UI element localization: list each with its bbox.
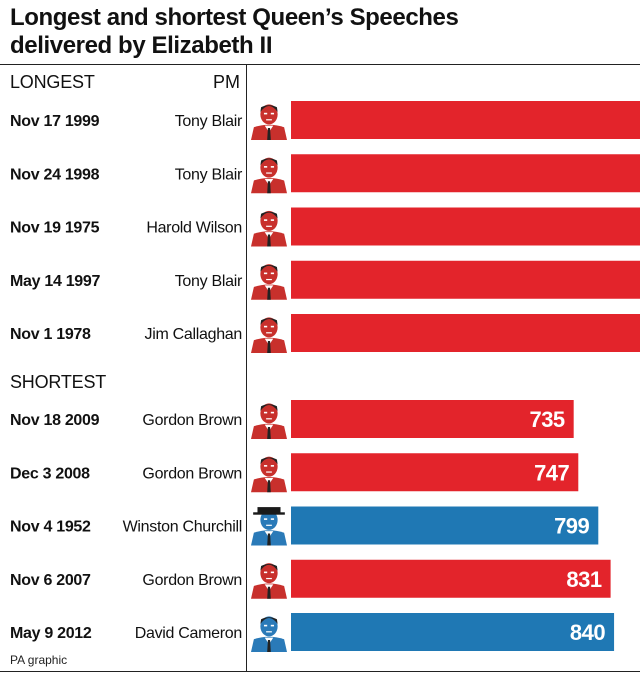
section-label-shortest: SHORTEST bbox=[10, 372, 107, 392]
bar-value-label-8: 831 bbox=[566, 567, 601, 592]
bar-9 bbox=[291, 613, 615, 651]
row-pm-name-6: Gordon Brown bbox=[142, 465, 242, 482]
bottom-divider bbox=[0, 671, 640, 672]
row-pm-name-1: Tony Blair bbox=[175, 166, 243, 183]
bar-5 bbox=[291, 400, 574, 438]
chart-title-line-1: Longest and shortest Queen’s Speeches bbox=[10, 4, 459, 31]
bar-value-label-9: 840 bbox=[570, 620, 605, 645]
row-pm-name-7: Winston Churchill bbox=[123, 519, 242, 536]
source-credit: PA graphic bbox=[10, 653, 68, 667]
row-date-8: Nov 6 2007 bbox=[10, 572, 91, 589]
row-pm-name-3: Tony Blair bbox=[175, 273, 243, 290]
row-date-0: Nov 17 1999 bbox=[10, 113, 100, 130]
top-divider bbox=[0, 64, 640, 65]
bar-1 bbox=[291, 154, 640, 193]
chart-title-line-2: delivered by Elizabeth II bbox=[10, 32, 273, 59]
bar-8 bbox=[291, 559, 611, 598]
pm-portrait-7 bbox=[251, 507, 287, 546]
bar-7 bbox=[291, 506, 599, 545]
pm-portrait-0 bbox=[251, 104, 287, 140]
row-date-3: May 14 1997 bbox=[10, 273, 101, 290]
bar-3 bbox=[291, 260, 640, 299]
pm-portrait-4 bbox=[251, 317, 287, 353]
bar-2 bbox=[291, 207, 640, 246]
row-date-1: Nov 24 1998 bbox=[10, 166, 100, 183]
pm-portrait-1 bbox=[251, 157, 287, 194]
row-date-5: Nov 18 2009 bbox=[10, 412, 100, 429]
row-pm-name-9: David Cameron bbox=[135, 625, 242, 642]
bar-0 bbox=[291, 101, 640, 139]
row-date-2: Nov 19 1975 bbox=[10, 220, 100, 237]
row-date-6: Dec 3 2008 bbox=[10, 465, 90, 482]
pm-portrait-6 bbox=[251, 456, 287, 493]
pm-column-header: PM bbox=[213, 72, 240, 92]
row-pm-name-5: Gordon Brown bbox=[142, 412, 242, 429]
pm-portrait-9 bbox=[251, 616, 287, 652]
row-pm-name-2: Harold Wilson bbox=[146, 220, 242, 237]
pm-portrait-2 bbox=[251, 210, 287, 247]
row-pm-name-0: Tony Blair bbox=[175, 113, 243, 130]
section-label-longest: LONGEST bbox=[10, 72, 95, 92]
row-date-9: May 9 2012 bbox=[10, 625, 92, 642]
bar-6 bbox=[291, 453, 579, 492]
pm-portrait-3 bbox=[251, 264, 287, 300]
row-pm-name-4: Jim Callaghan bbox=[145, 326, 242, 343]
bar-value-label-7: 799 bbox=[554, 514, 589, 539]
bar-value-label-5: 735 bbox=[529, 407, 564, 432]
bar-value-label-6: 747 bbox=[534, 460, 569, 485]
axis-baseline bbox=[246, 64, 247, 671]
bar-4 bbox=[291, 314, 640, 352]
pm-portrait-5 bbox=[251, 403, 287, 439]
row-pm-name-8: Gordon Brown bbox=[142, 572, 242, 589]
row-date-4: Nov 1 1978 bbox=[10, 326, 91, 343]
row-date-7: Nov 4 1952 bbox=[10, 519, 91, 536]
pm-portrait-8 bbox=[251, 563, 287, 599]
chart-title: Longest and shortest Queen’s Speeches de… bbox=[10, 4, 630, 60]
